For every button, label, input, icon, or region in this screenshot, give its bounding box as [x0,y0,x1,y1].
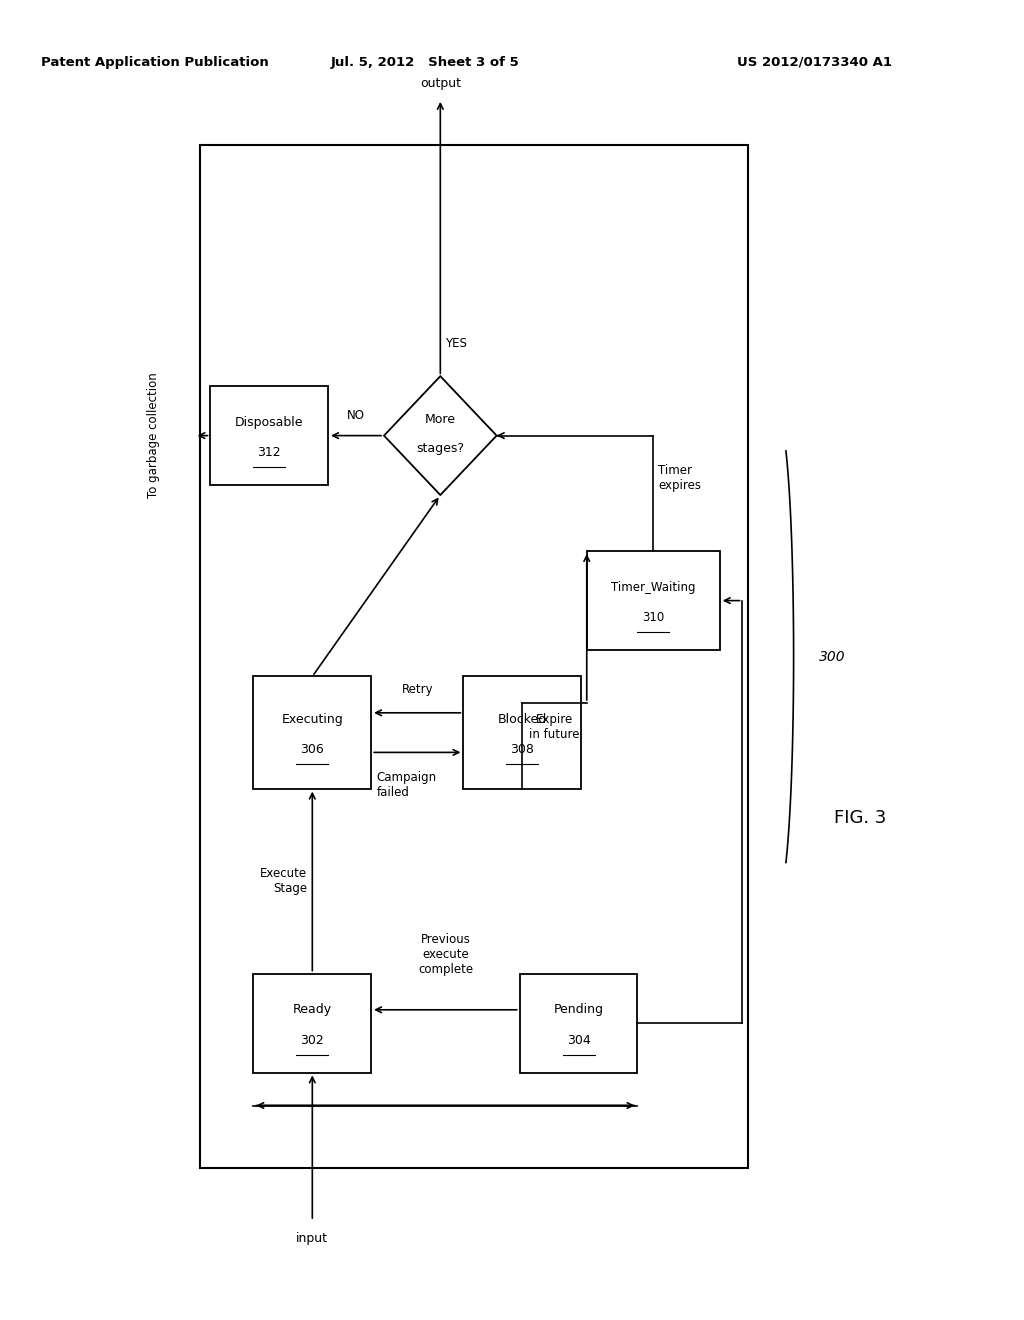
Text: Pending: Pending [554,1003,603,1016]
Text: 304: 304 [566,1034,591,1047]
Text: Campaign
failed: Campaign failed [377,771,436,800]
Text: 312: 312 [257,446,282,459]
Text: More: More [425,413,456,426]
Text: Expire
in future: Expire in future [529,713,580,741]
Bar [254,974,371,1072]
Bar [200,145,748,1168]
Text: 306: 306 [300,743,325,756]
Text: Blocked: Blocked [498,713,547,726]
Text: input: input [296,1232,329,1245]
Text: 310: 310 [642,611,665,624]
Text: NO: NO [347,409,366,422]
Text: Timer
expires: Timer expires [658,465,701,492]
Bar [211,385,328,484]
Text: Jul. 5, 2012   Sheet 3 of 5: Jul. 5, 2012 Sheet 3 of 5 [331,55,519,69]
Text: Disposable: Disposable [236,416,303,429]
Text: Previous
execute
complete: Previous execute complete [418,933,473,975]
Text: Timer_Waiting: Timer_Waiting [611,581,695,594]
Text: FIG. 3: FIG. 3 [834,809,887,828]
Text: YES: YES [445,337,467,350]
Text: To garbage collection: To garbage collection [147,372,160,499]
Bar [587,552,720,649]
Text: Executing: Executing [282,713,343,726]
Text: Retry: Retry [401,682,433,696]
Text: US 2012/0173340 A1: US 2012/0173340 A1 [737,55,892,69]
Text: 302: 302 [300,1034,325,1047]
Text: Ready: Ready [293,1003,332,1016]
Bar [254,676,371,788]
Bar [463,676,582,788]
Bar [519,974,637,1072]
Text: 308: 308 [510,743,535,756]
Text: output: output [420,77,461,90]
Text: Execute
Stage: Execute Stage [260,867,307,895]
Text: stages?: stages? [417,442,464,455]
Text: 300: 300 [819,649,846,664]
Text: Patent Application Publication: Patent Application Publication [41,55,268,69]
Polygon shape [384,376,497,495]
